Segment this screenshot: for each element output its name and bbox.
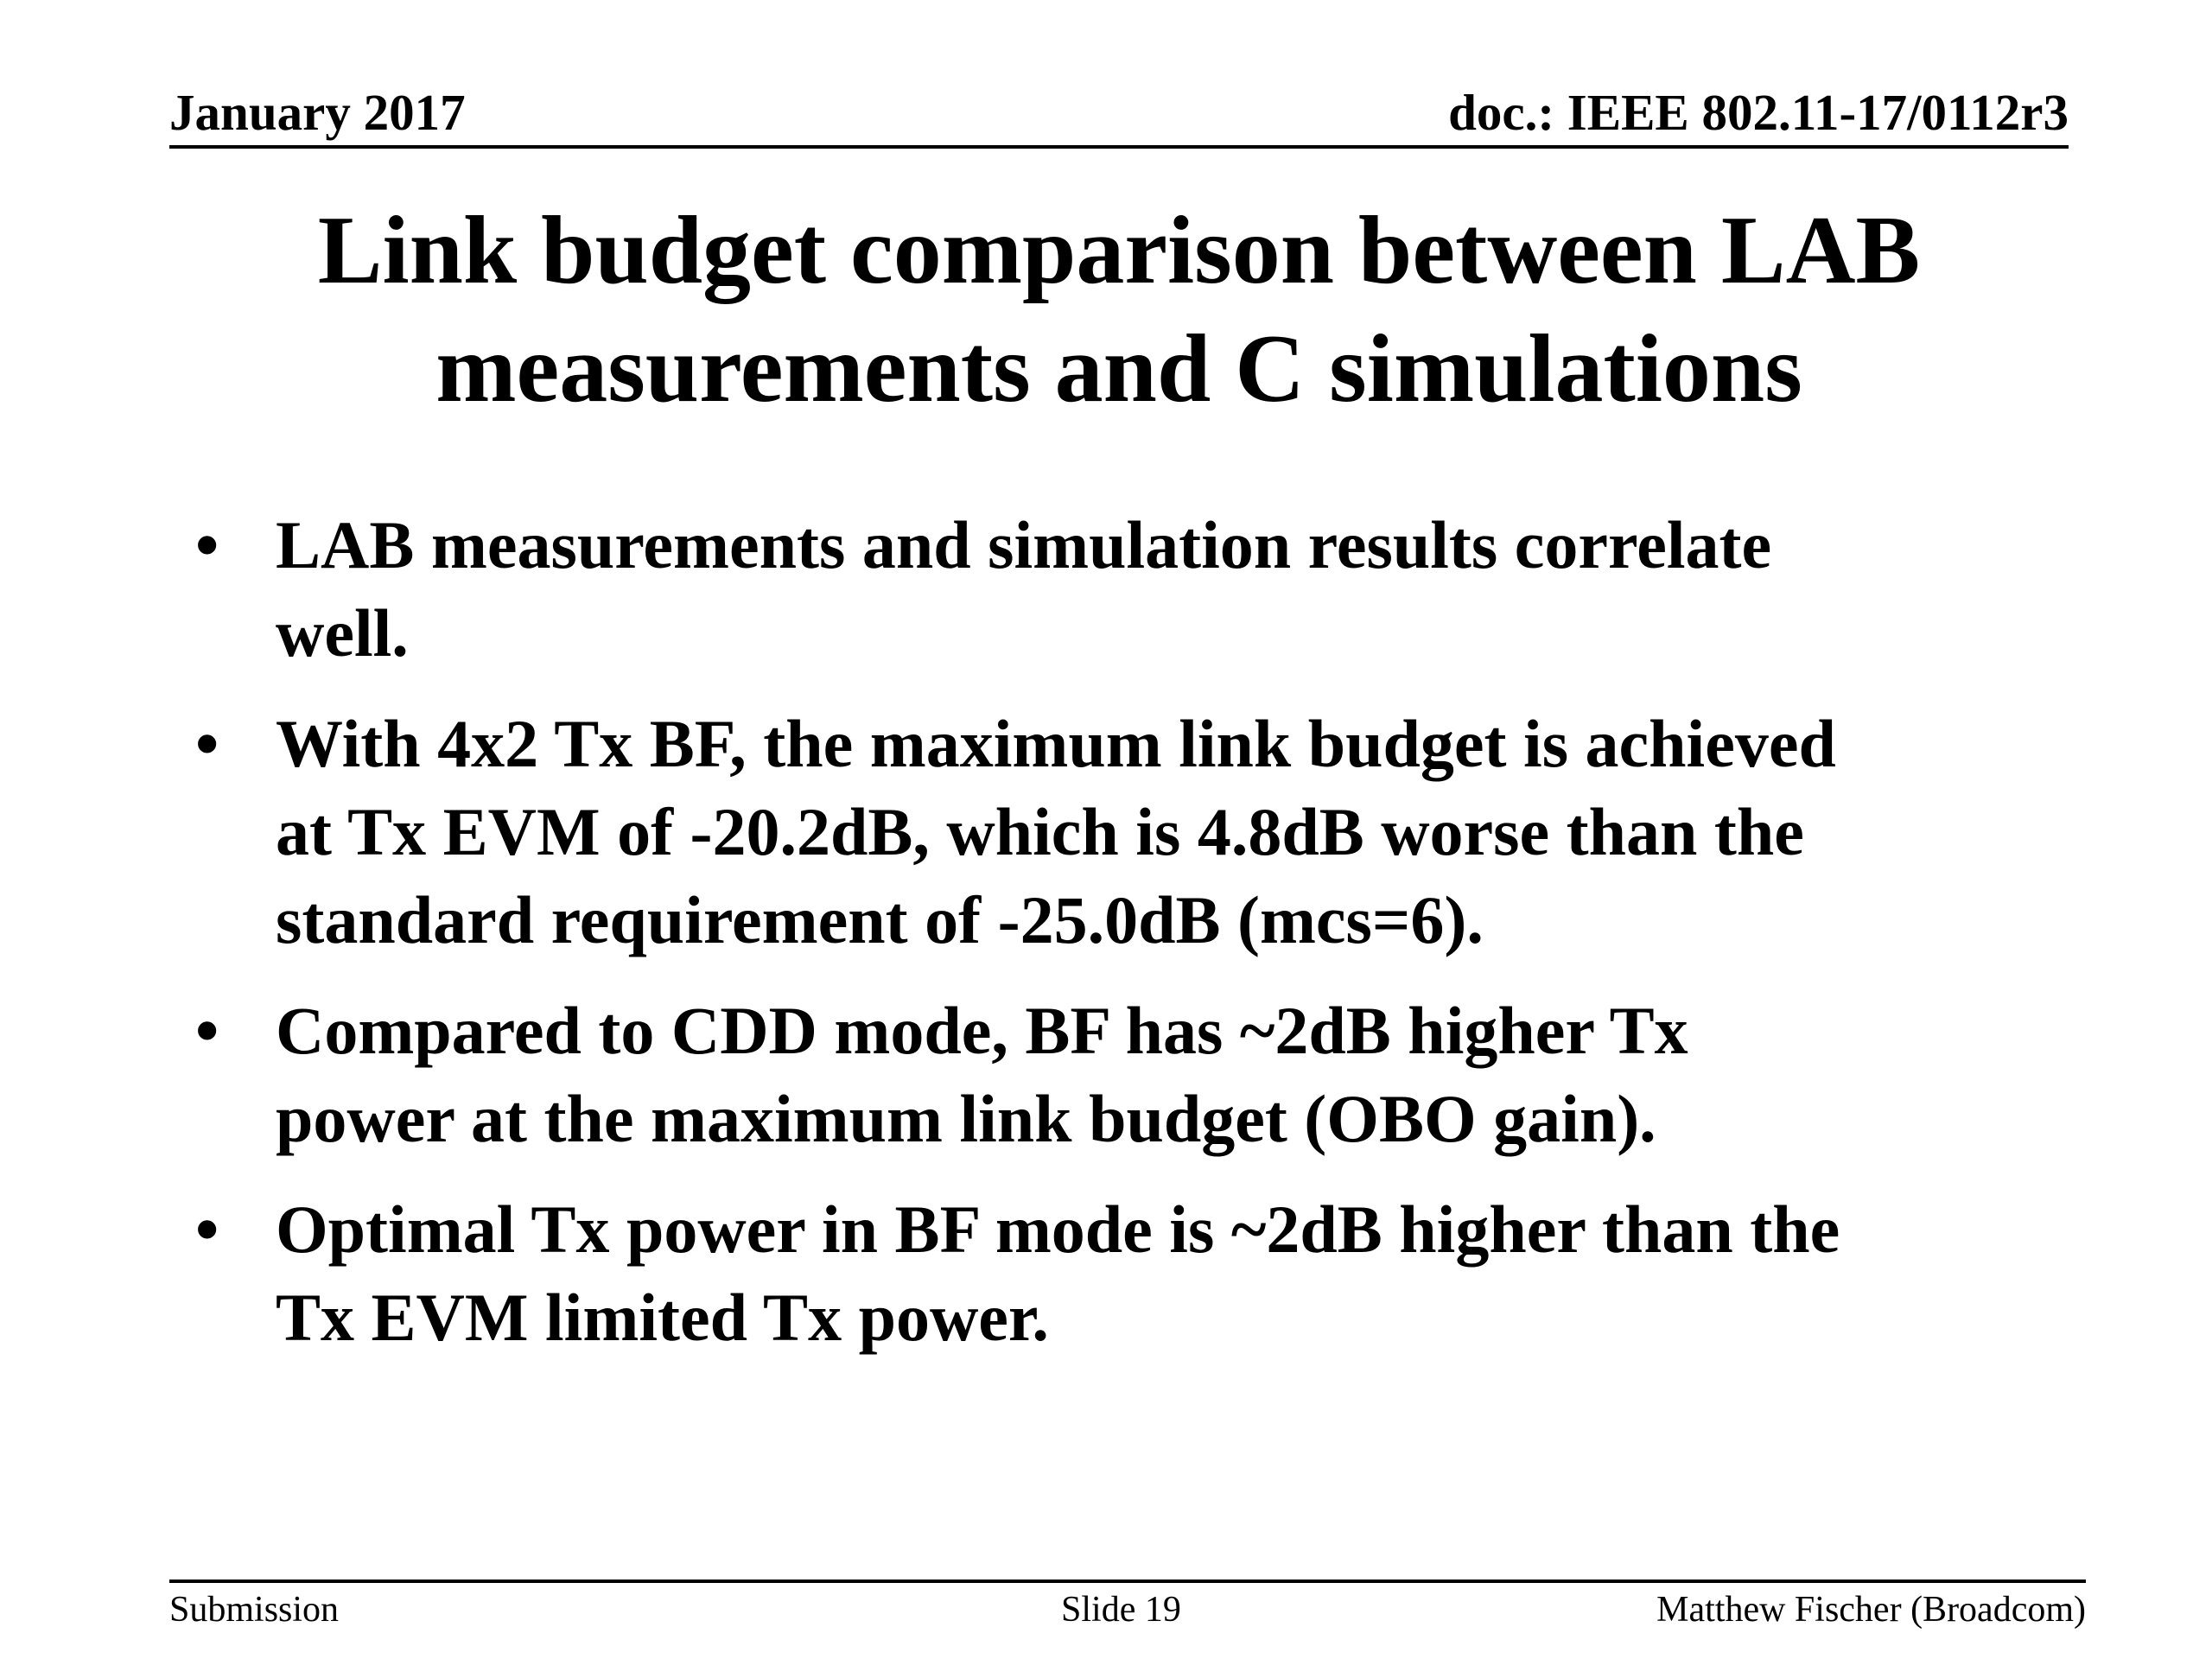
bullet-item: • With 4x2 Tx BF, the maximum link budge…	[183, 700, 2084, 964]
footer-slide-number: Slide 19	[1061, 1590, 1181, 1630]
bullet-text-line: standard requirement of -25.0dB (mcs=6).	[276, 882, 1484, 957]
bullet-icon: •	[195, 507, 219, 582]
bullet-item: • LAB measurements and simulation result…	[183, 501, 2084, 677]
bullet-text-line: Optimal Tx power in BF mode is ~2dB high…	[276, 1192, 1840, 1267]
bullet-item: • Optimal Tx power in BF mode is ~2dB hi…	[183, 1185, 2084, 1362]
bullet-icon: •	[195, 706, 219, 781]
bullet-text-line: LAB measurements and simulation results …	[276, 507, 1772, 582]
slide-header: January 2017 doc.: IEEE 802.11-17/0112r3	[169, 85, 2069, 149]
header-doc-id: doc.: IEEE 802.11-17/0112r3	[1448, 84, 2069, 141]
bullet-list: • LAB measurements and simulation result…	[183, 501, 2084, 1384]
bullet-text-line: Tx EVM limited Tx power.	[276, 1280, 1049, 1355]
bullet-text-line: With 4x2 Tx BF, the maximum link budget …	[276, 706, 1836, 781]
bullet-text-line: power at the maximum link budget (OBO ga…	[276, 1081, 1656, 1156]
footer-author: Matthew Fischer (Broadcom)	[1656, 1590, 2086, 1630]
title-line: measurements and C simulations	[435, 315, 1802, 423]
footer-submission: Submission	[169, 1590, 340, 1630]
bullet-text-line: well.	[276, 595, 409, 671]
bullet-icon: •	[195, 993, 219, 1068]
slide-footer: Submission Slide 19 Matthew Fischer (Bro…	[169, 1580, 2086, 1635]
bullet-text-line: Compared to CDD mode, BF has ~2dB higher…	[276, 993, 1688, 1068]
slide-title: Link budget comparison between LAB measu…	[169, 192, 2069, 429]
bullet-icon: •	[195, 1192, 219, 1267]
title-line: Link budget comparison between LAB	[317, 197, 1921, 304]
bullet-item: • Compared to CDD mode, BF has ~2dB high…	[183, 987, 2084, 1163]
bullet-text-line: at Tx EVM of -20.2dB, which is 4.8dB wor…	[276, 794, 1804, 869]
header-date: January 2017	[169, 84, 466, 141]
